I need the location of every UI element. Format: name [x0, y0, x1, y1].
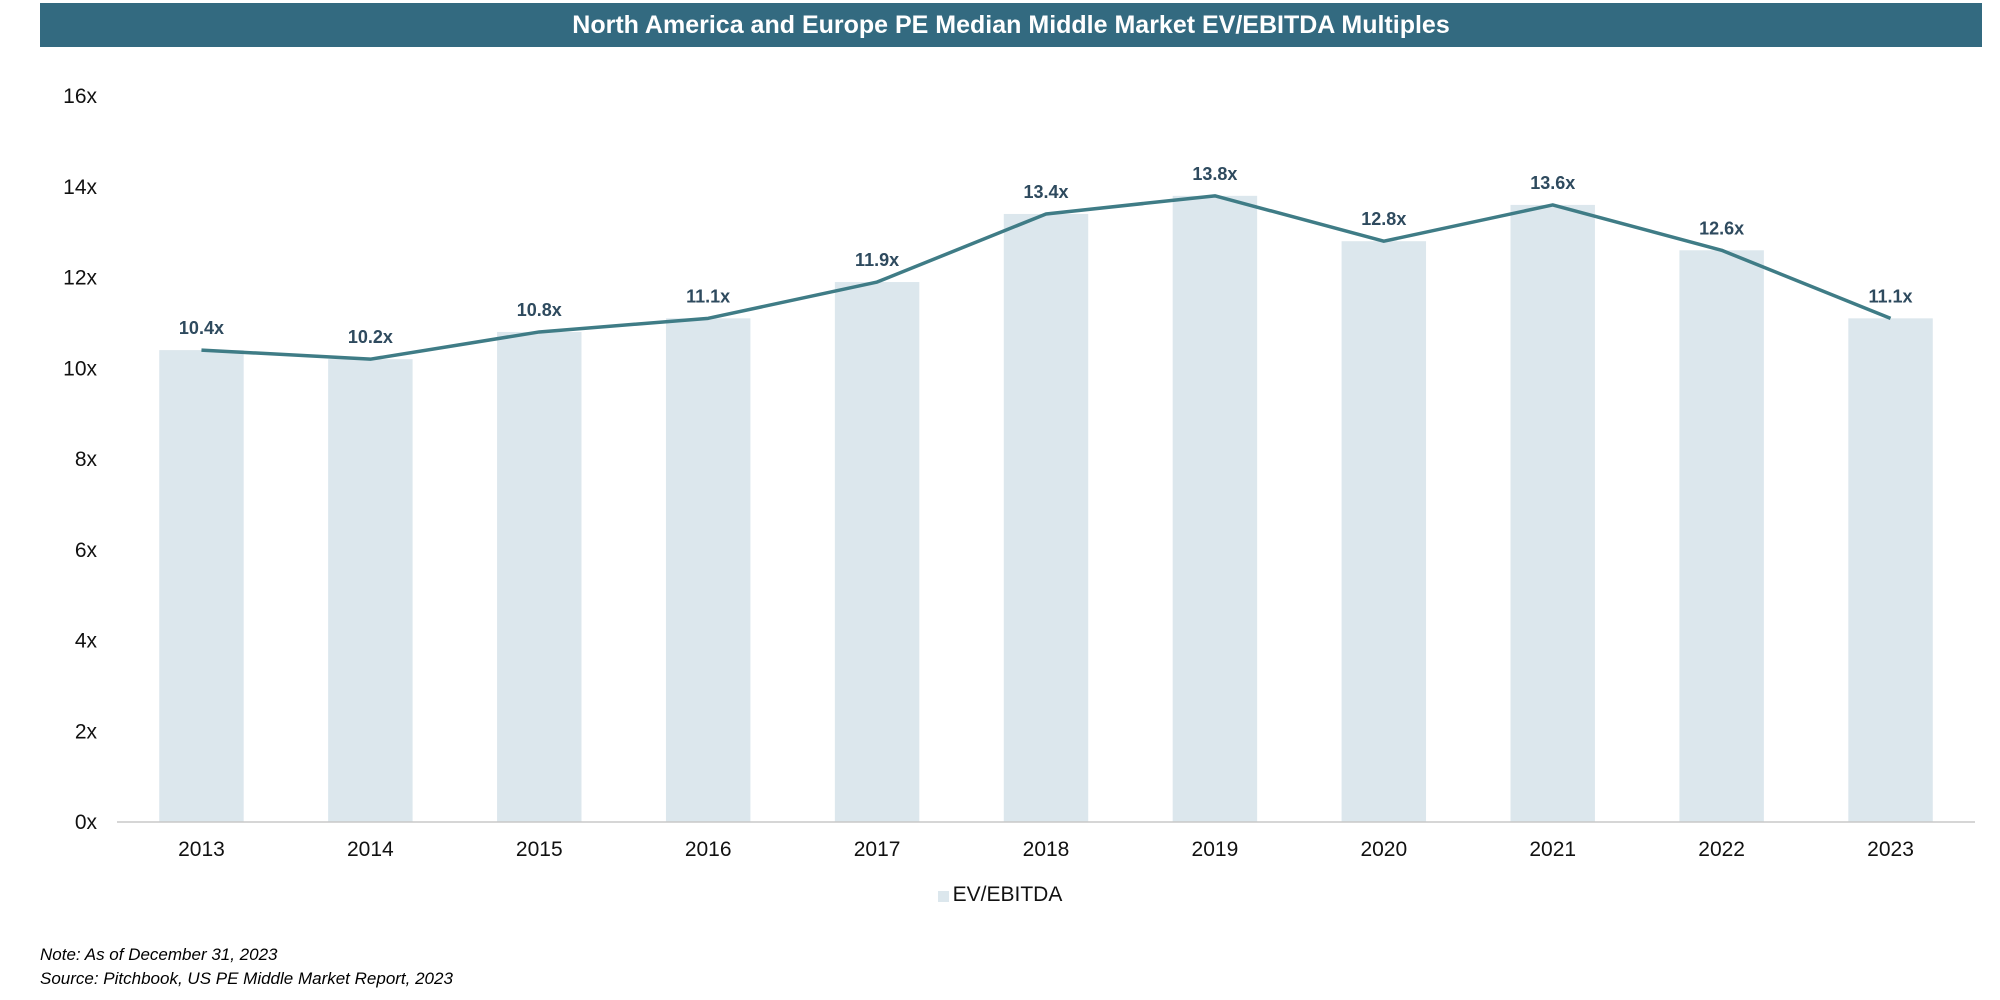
x-tick-label: 2015: [516, 838, 563, 861]
chart-title: North America and Europe PE Median Middl…: [40, 3, 1982, 47]
y-tick-label: 12x: [63, 267, 97, 290]
data-label: 10.4x: [179, 318, 224, 338]
data-label: 11.1x: [686, 286, 730, 306]
data-label: 12.8x: [1361, 209, 1406, 229]
note-text: Note: As of December 31, 2023: [40, 945, 278, 964]
source-text: Source: Pitchbook, US PE Middle Market R…: [40, 969, 453, 988]
data-label: 13.4x: [1023, 182, 1068, 202]
data-label: 11.9x: [855, 250, 899, 270]
bar-2021: [1510, 204, 1595, 822]
y-tick-label: 0x: [75, 811, 98, 834]
bar-2017: [834, 282, 920, 823]
legend: EV/EBITDA: [0, 883, 2000, 907]
data-label: 13.6x: [1530, 173, 1575, 193]
bar-2020: [1341, 241, 1427, 822]
bar-2013: [159, 350, 244, 822]
y-tick-label: 10x: [63, 357, 97, 380]
data-label: 13.8x: [1192, 164, 1237, 184]
data-label-group: 10.4x 10.2x 10.8x 11.1x 11.9x 13.4x 13.8x 12.8x…: [179, 164, 1913, 347]
bar-2022: [1679, 250, 1764, 822]
x-tick-label: 2013: [178, 838, 225, 861]
x-tick-label: 2021: [1529, 838, 1576, 861]
x-tick-label: 2022: [1698, 838, 1745, 861]
x-tick-label: 2018: [1023, 838, 1070, 861]
x-tick-label: 2020: [1360, 838, 1407, 861]
x-tick-label: 2017: [854, 838, 901, 861]
bar-2014: [328, 359, 413, 822]
data-label: 11.1x: [1869, 286, 1913, 306]
legend-label: EV/EBITDA: [952, 883, 1063, 906]
y-tick-label: 14x: [63, 176, 97, 199]
bar-2015: [497, 331, 582, 822]
bar-2018: [1003, 213, 1089, 823]
x-tick-label: 2016: [685, 838, 732, 861]
y-tick-label: 8x: [75, 448, 98, 471]
trend-line: [201, 194, 1892, 361]
x-tick-label: 2014: [347, 838, 394, 861]
x-tick-label: 2019: [1192, 838, 1239, 861]
x-tick-label: 2023: [1867, 838, 1914, 861]
y-tick-group: 0x 2x 4x 6x 8x 10x 12x 14x 16x: [63, 85, 97, 834]
bar-2016: [665, 318, 751, 822]
legend-swatch: [937, 891, 949, 902]
x-tick-group: 2013 2014 2015 2016 2017 2018 2019 2020 2021 2022…: [178, 838, 1914, 861]
y-tick-label: 4x: [75, 630, 98, 653]
bar-2023: [1848, 318, 1933, 822]
data-label: 12.6x: [1699, 218, 1744, 238]
data-label: 10.2x: [348, 327, 393, 347]
y-tick-label: 6x: [75, 539, 98, 562]
y-tick-label: 16x: [63, 85, 97, 108]
footnotes: Note: As of December 31, 2023 Source: Pi…: [40, 943, 453, 991]
bar-group: [159, 195, 1933, 823]
y-tick-label: 2x: [75, 720, 98, 743]
bar-2019: [1172, 195, 1258, 822]
data-label: 10.8x: [517, 300, 562, 320]
